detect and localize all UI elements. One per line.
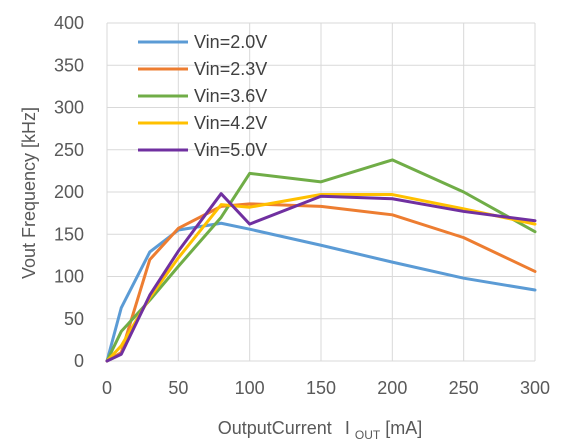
x-axis-title-text: OutputCurrent (218, 418, 332, 438)
legend-label-2: Vin=3.6V (194, 86, 267, 106)
x-axis-title-symbol: I (345, 418, 350, 438)
y-tick-label-6: 300 (54, 98, 84, 118)
y-tick-label-1: 50 (64, 309, 84, 329)
y-tick-label-8: 400 (54, 13, 84, 33)
x-tick-label-1: 50 (168, 378, 188, 398)
y-axis-ticks: 0 50 100 150 200 250 300 350 400 (54, 13, 84, 371)
legend-label-4: Vin=5.0V (194, 140, 267, 160)
x-axis-title-subscript: OUT (355, 428, 381, 442)
series-line-2 (105, 158, 537, 363)
legend-label-1: Vin=2.3V (194, 59, 267, 79)
x-tick-label-4: 200 (377, 378, 407, 398)
series-line-4 (105, 192, 537, 363)
x-tick-label-0: 0 (102, 378, 112, 398)
series-line-0 (105, 221, 537, 363)
x-tick-label-6: 300 (520, 378, 550, 398)
legend: Vin=2.0V Vin=2.3V Vin=3.6V Vin=4.2V Vin=5.0V (138, 32, 267, 160)
x-tick-label-5: 250 (449, 378, 479, 398)
grid (106, 22, 536, 362)
x-tick-label-2: 100 (235, 378, 265, 398)
legend-label-0: Vin=2.0V (194, 32, 267, 52)
y-tick-label-4: 200 (54, 182, 84, 202)
series-lines (105, 158, 537, 363)
y-tick-label-3: 150 (54, 224, 84, 244)
y-tick-label-7: 350 (54, 55, 84, 75)
x-tick-label-3: 150 (306, 378, 336, 398)
y-tick-label-0: 0 (74, 351, 84, 371)
x-axis-title-unit: [mA] (385, 418, 422, 438)
legend-label-3: Vin=4.2V (194, 113, 267, 133)
x-axis-ticks: 0 50 100 150 200 250 300 (102, 378, 550, 398)
y-tick-label-2: 100 (54, 267, 84, 287)
y-axis-title: Vout Frequency [kHz] (19, 107, 39, 279)
y-tick-label-5: 250 (54, 140, 84, 160)
x-axis-title: OutputCurrent I OUT [mA] (218, 418, 422, 443)
